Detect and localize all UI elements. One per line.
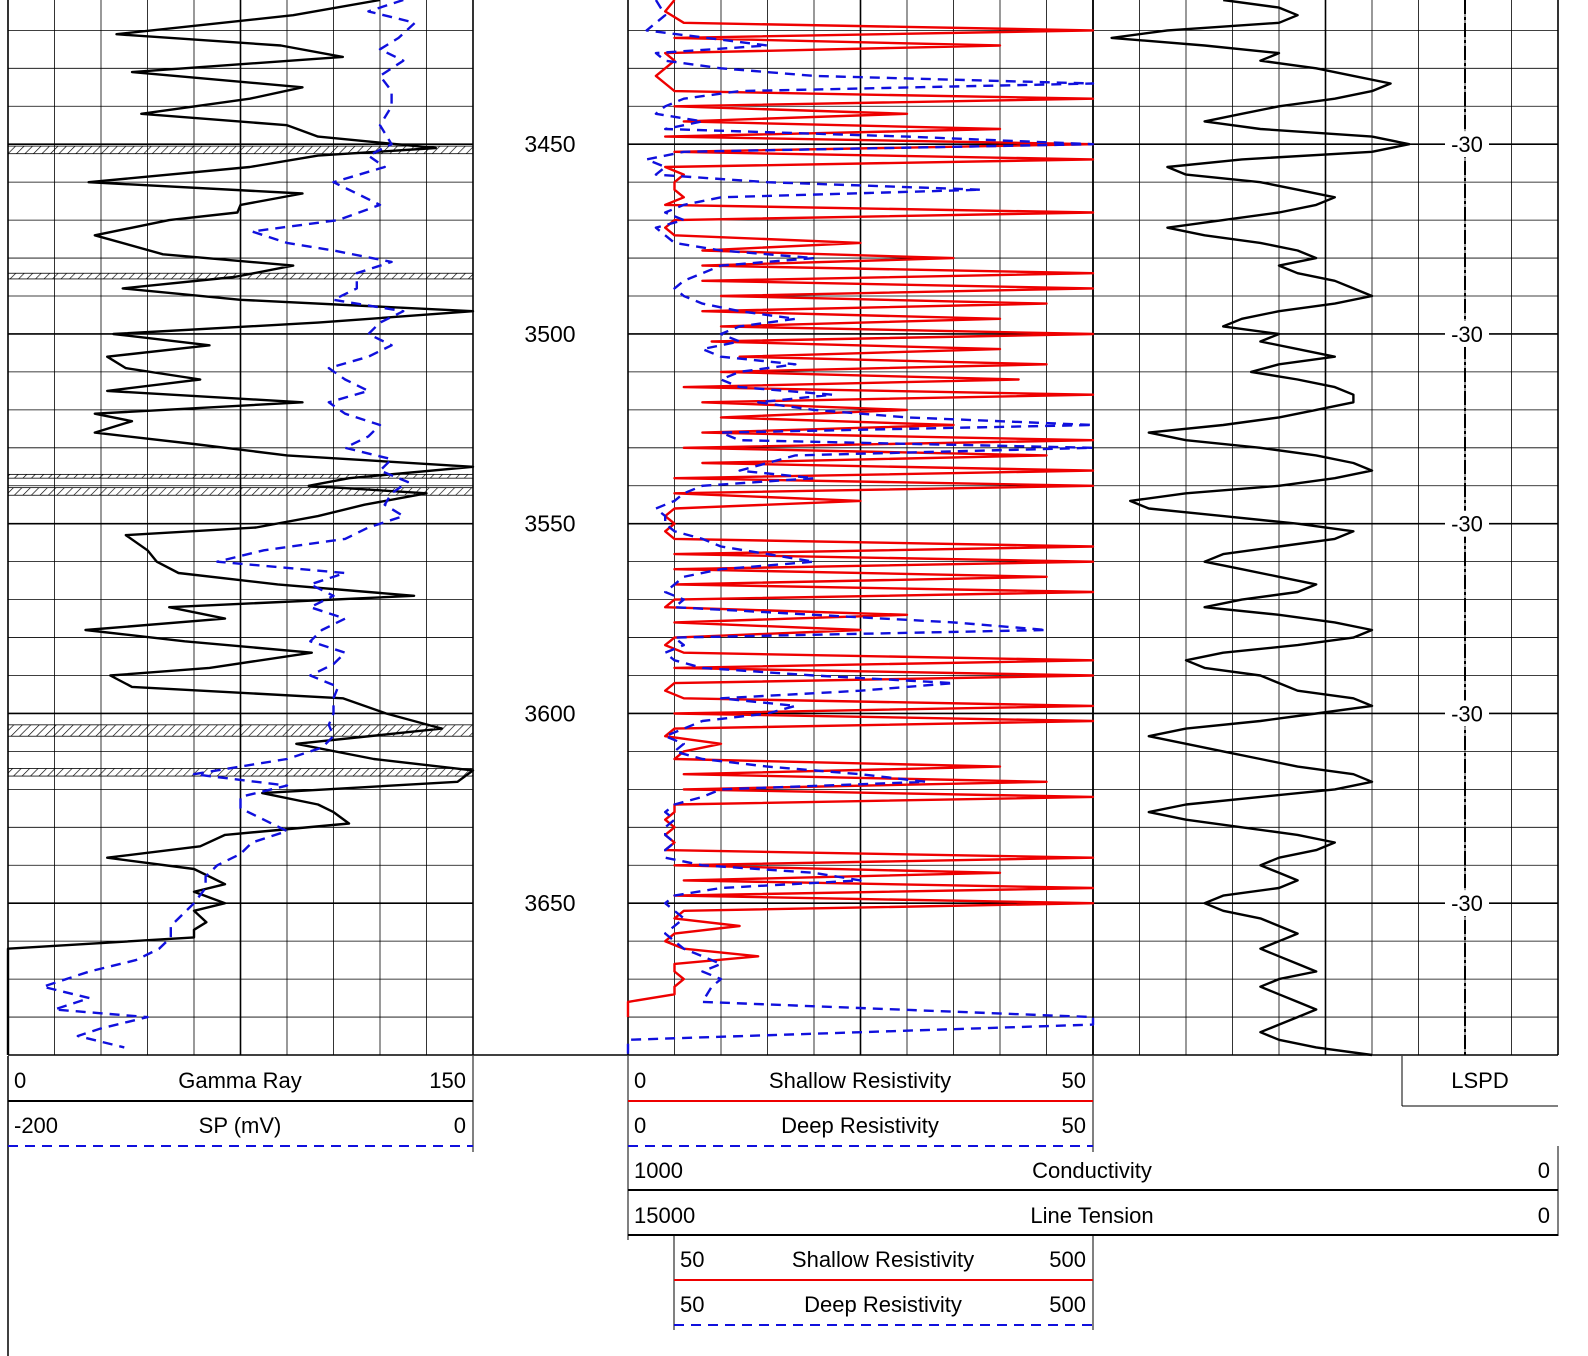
sp-max: 0 [454,1113,466,1138]
depth-tick-label: 3450 [524,131,575,157]
lspd-tick-bg [1445,320,1489,347]
line-tension-min: 15000 [634,1203,695,1228]
legend-deep-resistivity: 0 Deep Resistivity 50 [628,1113,1093,1147]
legend-lspd: LSPD [1401,1056,1558,1107]
shallow-res-hi-min: 50 [680,1247,704,1272]
legend-shallow-resistivity-hi: 50 Shallow Resistivity 500 [673,1236,1094,1330]
legend-shallow-resistivity: 0 Shallow Resistivity 50 [627,1056,1094,1240]
track-2-curve-shallow-resistivity [626,0,1095,1018]
legend-deep-resistivity-hi: 50 Deep Resistivity 500 [674,1292,1093,1326]
lspd-tick-bg [1445,890,1489,917]
lspd-tick-label: -30 [1451,132,1483,157]
lspd-tick-bg [1445,131,1489,158]
depth-tick-label: 3600 [524,700,575,726]
conductivity-label: Conductivity [1032,1158,1152,1183]
line-tension-label: Line Tension [1030,1203,1153,1228]
lithology-band [7,487,474,496]
lspd-label: LSPD [1451,1068,1508,1093]
track-1-curve-sp-mv [41,0,417,1049]
shallow-res-hi-max: 500 [1049,1247,1086,1272]
lspd-tick-label: -30 [1451,701,1483,726]
gamma-ray-min: 0 [14,1068,26,1093]
gamma-ray-label: Gamma Ray [178,1068,301,1093]
shallow-res-label: Shallow Resistivity [769,1068,951,1093]
lithology-band [7,768,474,777]
gamma-ray-max: 150 [429,1068,466,1093]
shallow-res-min: 0 [634,1068,646,1093]
depth-tick-label: 3500 [524,321,575,347]
lspd-tick-bg [1445,510,1489,537]
depth-axis: 3450 -30 3500 -30 3550 -30 3600 -30 3650 -30 [524,131,1489,917]
line-tension-max: 0 [1538,1203,1550,1228]
lithology-band [7,473,474,479]
depth-tick-label: 3550 [524,511,575,537]
shallow-res-hi-label: Shallow Resistivity [792,1247,974,1272]
deep-res-min: 0 [634,1113,646,1138]
deep-res-hi-min: 50 [680,1292,704,1317]
track-3-curve-lspd [1110,0,1411,1057]
deep-res-hi-label: Deep Resistivity [804,1292,962,1317]
legend-line-tension: 15000 Line Tension 0 [628,1203,1558,1236]
conductivity-max: 0 [1538,1158,1550,1183]
deep-res-hi-max: 500 [1049,1292,1086,1317]
lithology-band [7,724,474,737]
lspd-tick-label: -30 [1451,322,1483,347]
legend-gamma-ray: 0 Gamma Ray 150 [7,1056,474,1356]
deep-res-max: 50 [1062,1113,1086,1138]
shallow-res-max: 50 [1062,1068,1086,1093]
legend-conductivity: 1000 Conductivity 0 [628,1146,1559,1236]
sp-label: SP (mV) [199,1113,282,1138]
lithology-band [7,145,474,155]
lspd-tick-label: -30 [1451,512,1483,537]
deep-res-label: Deep Resistivity [781,1113,939,1138]
track-1-curve-gamma-ray [6,0,475,1055]
depth-tick-label: 3650 [524,890,575,916]
lspd-tick-label: -30 [1451,891,1483,916]
legend-sp: -200 SP (mV) 0 [8,1113,473,1147]
sp-min: -200 [14,1113,58,1138]
conductivity-min: 1000 [634,1158,683,1183]
lspd-tick-bg [1445,700,1489,727]
curves-layer [6,0,1466,1057]
